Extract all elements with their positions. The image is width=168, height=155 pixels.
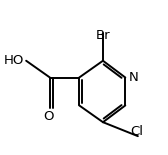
Text: HO: HO [4, 54, 24, 67]
Text: Cl: Cl [130, 125, 143, 137]
Text: O: O [43, 110, 54, 123]
Text: Br: Br [96, 29, 110, 42]
Text: N: N [129, 71, 139, 84]
